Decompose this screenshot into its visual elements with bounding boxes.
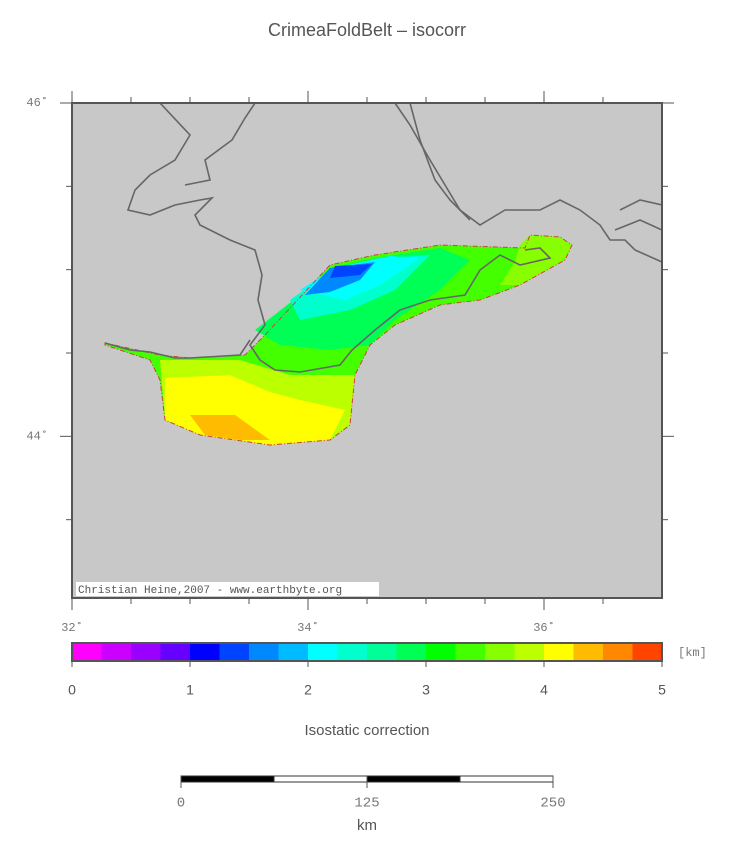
- colorbar-box: [131, 643, 161, 661]
- scalebar-segment: [366, 775, 461, 783]
- colorbar-box: [72, 643, 102, 661]
- colorbar-box: [573, 643, 603, 661]
- x-tick-label: 34˚: [297, 621, 319, 635]
- colorbar-box: [190, 643, 220, 661]
- correction-field: [500, 235, 572, 285]
- colorbar-box: [632, 643, 662, 661]
- title: CrimeaFoldBelt – isocorr: [268, 20, 466, 40]
- scalebar-segment: [180, 775, 275, 783]
- scalebar-unit: km: [357, 817, 377, 834]
- colorbar-box: [544, 643, 574, 661]
- colorbar-unit: [km]: [678, 646, 707, 660]
- colorbar-tick-label: 3: [422, 682, 430, 698]
- y-tick-label: 44˚: [26, 430, 48, 444]
- colorbar-label: Isostatic correction: [304, 722, 429, 739]
- coastline: [184, 103, 662, 263]
- x-tick-label: 36˚: [533, 621, 555, 635]
- scalebar-tick-label: 0: [177, 796, 185, 812]
- correction-field: [330, 264, 372, 278]
- colorbar-box: [603, 643, 633, 661]
- credit: Christian Heine,2007 - www.earthbyte.org: [78, 585, 342, 597]
- colorbar-tick-label: 2: [304, 682, 312, 698]
- credit-box: [76, 582, 379, 596]
- y-tick-label: 46˚: [26, 96, 48, 110]
- colorbar-box: [337, 643, 367, 661]
- coastline: [126, 103, 552, 373]
- correction-field: [190, 415, 270, 440]
- colorbar-box: [485, 643, 515, 661]
- colorbar-box: [426, 643, 456, 661]
- colorbar-box: [278, 643, 308, 661]
- colorbar-box: [308, 643, 338, 661]
- colorbar-frame: [71, 642, 663, 662]
- colorbar-box: [514, 643, 544, 661]
- colorbar-box: [249, 643, 279, 661]
- colorbar-box: [455, 643, 485, 661]
- scalebar-tick-label: 125: [354, 796, 379, 812]
- colorbar-box: [396, 643, 426, 661]
- coastline: [409, 103, 662, 231]
- colorbar-box: [101, 643, 131, 661]
- colorbar-tick-label: 5: [658, 682, 666, 698]
- scalebar-tick-label: 250: [540, 796, 565, 812]
- colorbar-tick-label: 1: [186, 682, 194, 698]
- coastline: [104, 339, 251, 359]
- map-content: [104, 103, 662, 446]
- colorbar-box: [219, 643, 249, 661]
- colorbar-tick-label: 4: [540, 682, 548, 698]
- scalebar-segment: [273, 775, 368, 783]
- colorbar-box: [160, 643, 190, 661]
- colorbar-box: [367, 643, 397, 661]
- colorbar-tick-label: 0: [68, 682, 76, 698]
- x-tick-label: 32˚: [61, 621, 83, 635]
- scalebar-segment: [459, 775, 554, 783]
- region-outline: [104, 234, 573, 446]
